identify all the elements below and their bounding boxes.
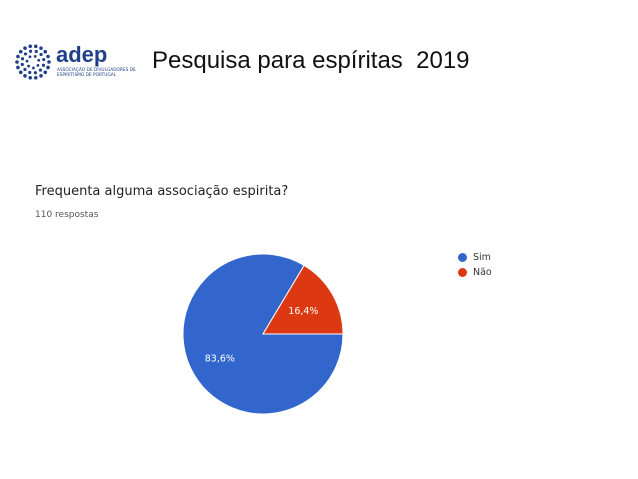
logo-dot <box>39 46 43 50</box>
chart-title: Frequenta alguma associação espirita? <box>35 184 289 199</box>
logo-dot <box>16 65 20 70</box>
chart-legend: Sim Não <box>458 250 492 280</box>
logo-dot <box>43 70 48 75</box>
logo-dot <box>27 64 30 68</box>
logo-dot <box>42 57 46 62</box>
logo-dot <box>46 65 50 70</box>
logo-dot <box>39 52 43 57</box>
logo-dot <box>33 44 38 49</box>
adep-logo: adep Associação de Divulgadores de Espir… <box>14 40 136 84</box>
legend-item: Sim <box>458 250 492 265</box>
logo-dot <box>23 52 28 56</box>
logo-dot <box>28 75 33 80</box>
logo-dot <box>46 54 50 59</box>
pie-label-nao: 16,4% <box>288 306 318 317</box>
logo-dot <box>36 63 40 67</box>
logo-dot <box>25 59 29 63</box>
logo-dot <box>37 58 41 62</box>
logo-dot <box>18 49 23 54</box>
logo-dot <box>15 60 19 64</box>
logo-dot <box>38 68 43 72</box>
legend-label: Não <box>473 267 492 278</box>
logo-dot <box>20 62 24 67</box>
logo-dot <box>33 71 38 75</box>
logo-dot <box>33 75 38 80</box>
logo-dot <box>28 55 32 59</box>
logo-subtitle: Associação de Divulgadores de Espiritism… <box>57 68 136 78</box>
pie-slice-nao <box>262 264 344 335</box>
logo-dot <box>34 49 38 54</box>
logo-dot <box>23 46 27 50</box>
logo-dot <box>33 55 37 58</box>
pie-label-sim: 83,6% <box>205 353 235 364</box>
page-title: Pesquisa para espíritas 2019 <box>152 47 470 74</box>
logo-dot <box>28 49 33 53</box>
logo-dot <box>47 60 51 64</box>
logo-dot <box>39 74 43 78</box>
legend-label: Sim <box>473 252 491 263</box>
logo-dot <box>20 57 25 61</box>
legend-swatch <box>458 253 467 262</box>
logo-dot <box>16 54 20 59</box>
logo-dot <box>41 63 46 67</box>
chart-subtitle: 110 respostas <box>35 210 99 220</box>
logo-dot <box>32 66 35 70</box>
logo-dot <box>43 49 48 54</box>
legend-swatch <box>458 268 467 277</box>
logo-dot <box>28 44 33 49</box>
logo-dot <box>23 74 27 78</box>
logo-dot <box>23 67 27 72</box>
logo-dots-icon <box>15 44 51 80</box>
logo-dot <box>28 70 32 75</box>
legend-item: Não <box>458 265 492 280</box>
logo-dot <box>18 70 23 75</box>
logo-wordmark: adep <box>56 42 108 67</box>
